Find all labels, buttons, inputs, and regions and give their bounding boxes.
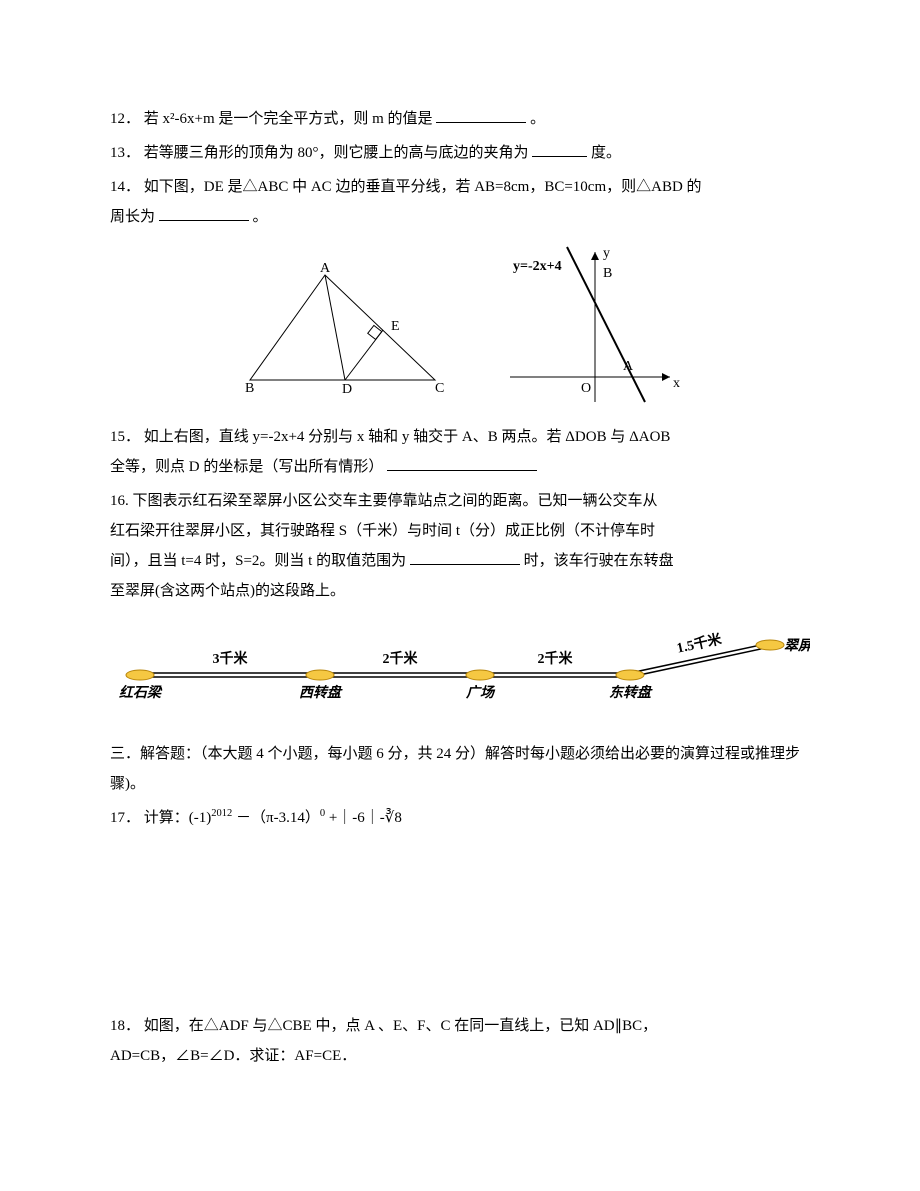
- exponent: 2012: [211, 808, 232, 819]
- label-A: A: [320, 261, 331, 276]
- fill-blank[interactable]: [387, 455, 537, 471]
- line-graph-figure: O A B x y y=-2x+4: [495, 242, 685, 412]
- fill-blank[interactable]: [532, 141, 587, 157]
- fill-blank[interactable]: [436, 107, 526, 123]
- q-text: 度。: [591, 145, 621, 161]
- q-text: 计算：(-1): [144, 810, 212, 826]
- q-text: －（π-3.14）: [236, 810, 320, 826]
- label-x: x: [673, 376, 680, 391]
- svg-text:2千米: 2千米: [538, 650, 574, 667]
- label-y: y: [603, 246, 610, 261]
- svg-text:1.5千米: 1.5千米: [675, 630, 724, 656]
- bus-route-diagram: 红石梁 西转盘 广场 东转盘 翠屏 3千米 2千米 2千米 1.5千米: [110, 620, 810, 721]
- svg-text:广场: 广场: [465, 684, 496, 701]
- q-text: 周长为: [110, 209, 155, 225]
- q-text: 如上右图，直线 y=-2x+4 分别与 x 轴和 y 轴交于 A、B 两点。若 …: [144, 429, 671, 445]
- q-text: 若等腰三角形的顶角为 80°，则它腰上的高与底边的夹角为: [144, 145, 529, 161]
- q-num: 18．: [110, 1018, 140, 1034]
- label-B: B: [245, 381, 254, 395]
- question-16: 16. 下图表示红石梁至翠屏小区公交车主要停靠站点之间的距离。已知一辆公交车从 …: [110, 486, 810, 606]
- q-num: 12．: [110, 111, 140, 127]
- label-E: E: [391, 319, 400, 334]
- q-text: 红石梁开往翠屏小区，其行驶路程 S（千米）与时间 t（分）成正比例（不计停车时: [110, 523, 655, 539]
- exponent: 0: [320, 808, 325, 819]
- label-D: D: [342, 382, 352, 395]
- svg-text:翠屏: 翠屏: [784, 638, 810, 654]
- q-text: 如下图，DE 是△ABC 中 AC 边的垂直平分线，若 AB=8cm，BC=10…: [144, 179, 702, 195]
- q-text: 。: [530, 111, 545, 127]
- work-space: [110, 837, 810, 1007]
- section-text: 三．解答题：（本大题 4 个小题，每小题 6 分，共 24 分）解答时每小题必须…: [110, 746, 800, 792]
- q-text: AD=CB，∠B=∠D．求证：AF=CE．: [110, 1048, 356, 1064]
- question-15: 15． 如上右图，直线 y=-2x+4 分别与 x 轴和 y 轴交于 A、B 两…: [110, 422, 810, 482]
- triangle-figure: A B C D E: [235, 260, 455, 395]
- question-13: 13． 若等腰三角形的顶角为 80°，则它腰上的高与底边的夹角为 度。: [110, 138, 810, 168]
- label-B: B: [603, 266, 612, 281]
- q-text: 下图表示红石梁至翠屏小区公交车主要停靠站点之间的距离。已知一辆公交车从: [133, 493, 658, 509]
- q-num: 17．: [110, 810, 140, 826]
- q-text: 至翠屏(含这两个站点)的这段路上。: [110, 583, 345, 599]
- label-C: C: [435, 381, 444, 395]
- q-text: 若 x²-6x+m 是一个完全平方式，则 m 的值是: [144, 111, 433, 127]
- label-eq: y=-2x+4: [513, 259, 562, 274]
- label-O: O: [581, 381, 591, 396]
- fill-blank[interactable]: [159, 205, 249, 221]
- q-text: 。: [253, 209, 268, 225]
- svg-text:3千米: 3千米: [213, 650, 249, 667]
- svg-text:西转盘: 西转盘: [299, 684, 343, 701]
- fill-blank[interactable]: [410, 549, 520, 565]
- q-text: 间），且当 t=4 时，S=2。则当 t 的取值范围为: [110, 553, 406, 569]
- svg-text:东转盘: 东转盘: [609, 684, 653, 701]
- question-12: 12． 若 x²-6x+m 是一个完全平方式，则 m 的值是 。: [110, 104, 810, 134]
- figure-row: A B C D E O A B x y y=-2x+4: [110, 242, 810, 412]
- q-num: 16.: [110, 493, 129, 509]
- q-num: 14．: [110, 179, 140, 195]
- question-14: 14． 如下图，DE 是△ABC 中 AC 边的垂直平分线，若 AB=8cm，B…: [110, 172, 810, 232]
- question-17: 17． 计算：(-1)2012 －（π-3.14）0 +｜-6｜-∛8: [110, 803, 810, 833]
- q-num: 13．: [110, 145, 140, 161]
- svg-text:红石梁: 红石梁: [119, 684, 163, 701]
- q-num: 15．: [110, 429, 140, 445]
- q-text: +｜-6｜-∛8: [329, 810, 402, 826]
- section-3-heading: 三．解答题：（本大题 4 个小题，每小题 6 分，共 24 分）解答时每小题必须…: [110, 739, 810, 799]
- question-18: 18． 如图，在△ADF 与△CBE 中，点 A 、E、F、C 在同一直线上，已…: [110, 1011, 810, 1071]
- svg-text:2千米: 2千米: [383, 650, 419, 667]
- q-text: 全等，则点 D 的坐标是（写出所有情形）: [110, 459, 383, 475]
- q-text: 如图，在△ADF 与△CBE 中，点 A 、E、F、C 在同一直线上，已知 AD…: [144, 1018, 657, 1034]
- q-text: 时，该车行驶在东转盘: [524, 553, 674, 569]
- label-A: A: [623, 359, 634, 374]
